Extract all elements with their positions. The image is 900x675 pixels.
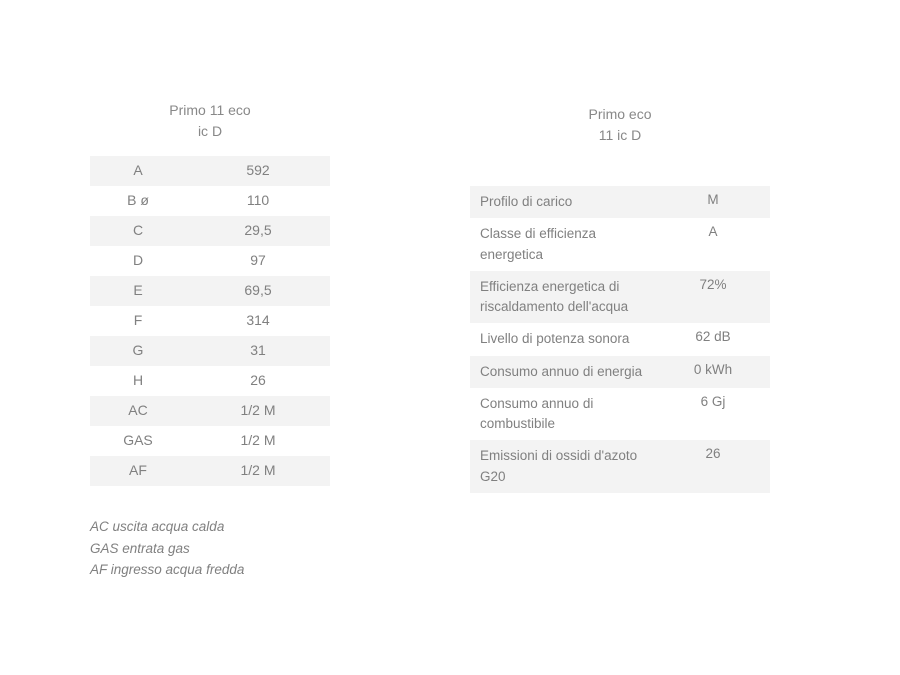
- row-value: M: [656, 186, 770, 218]
- table-row: A592: [90, 156, 330, 186]
- table-row: C29,5: [90, 216, 330, 246]
- table-row: F314: [90, 306, 330, 336]
- row-value: 0 kWh: [656, 356, 770, 388]
- row-value: 1/2 M: [186, 426, 330, 456]
- row-key: F: [90, 306, 186, 336]
- row-value: 110: [186, 186, 330, 216]
- table-row: Consumo annuo di energia0 kWh: [470, 356, 770, 388]
- footnote-line: GAS entrata gas: [90, 538, 330, 560]
- table-row: Consumo annuo di combustibile6 Gj: [470, 388, 770, 441]
- row-key: B ø: [90, 186, 186, 216]
- row-value: 314: [186, 306, 330, 336]
- table-row: AF1/2 M: [90, 456, 330, 486]
- row-value: 97: [186, 246, 330, 276]
- table-row: G31: [90, 336, 330, 366]
- specs-header: Primo eco 11 ic D: [470, 104, 770, 146]
- row-key: Consumo annuo di energia: [470, 356, 656, 388]
- specs-header-line1: Primo eco: [470, 104, 770, 125]
- row-key: H: [90, 366, 186, 396]
- specs-header-line2: 11 ic D: [470, 125, 770, 146]
- row-value: 69,5: [186, 276, 330, 306]
- specs-table: Profilo di caricoMClasse di efficienza e…: [470, 186, 770, 493]
- table-row: GAS1/2 M: [90, 426, 330, 456]
- footnote-line: AC uscita acqua calda: [90, 516, 330, 538]
- dimensions-header-line2: ic D: [90, 121, 330, 142]
- row-key: G: [90, 336, 186, 366]
- footnote-line: AF ingresso acqua fredda: [90, 559, 330, 581]
- table-row: D97: [90, 246, 330, 276]
- dimensions-table: A592B ø110C29,5D97E69,5F314G31H26AC1/2 M…: [90, 156, 330, 486]
- row-key: Consumo annuo di combustibile: [470, 388, 656, 441]
- row-key: Emissioni di ossidi d'azoto G20: [470, 440, 656, 493]
- row-key: GAS: [90, 426, 186, 456]
- table-row: Profilo di caricoM: [470, 186, 770, 218]
- row-key: C: [90, 216, 186, 246]
- dimensions-panel: Primo 11 eco ic D A592B ø110C29,5D97E69,…: [90, 100, 330, 675]
- row-key: A: [90, 156, 186, 186]
- table-row: AC1/2 M: [90, 396, 330, 426]
- row-value: 1/2 M: [186, 396, 330, 426]
- dimensions-header: Primo 11 eco ic D: [90, 100, 330, 142]
- row-key: AC: [90, 396, 186, 426]
- row-value: 29,5: [186, 216, 330, 246]
- row-value: 26: [656, 440, 770, 493]
- table-row: Classe di efficienza energeticaA: [470, 218, 770, 271]
- row-value: 31: [186, 336, 330, 366]
- table-row: Emissioni di ossidi d'azoto G2026: [470, 440, 770, 493]
- footnotes: AC uscita acqua calda GAS entrata gas AF…: [90, 516, 330, 581]
- row-value: 62 dB: [656, 323, 770, 355]
- row-value: A: [656, 218, 770, 271]
- specs-panel: Primo eco 11 ic D Profilo di caricoMClas…: [470, 100, 770, 675]
- row-key: Classe di efficienza energetica: [470, 218, 656, 271]
- table-row: Efficienza energetica di riscaldamento d…: [470, 271, 770, 324]
- table-row: H26: [90, 366, 330, 396]
- row-value: 1/2 M: [186, 456, 330, 486]
- table-row: Livello di potenza sonora62 dB: [470, 323, 770, 355]
- table-row: E69,5: [90, 276, 330, 306]
- row-key: Livello di potenza sonora: [470, 323, 656, 355]
- row-value: 26: [186, 366, 330, 396]
- dimensions-header-line1: Primo 11 eco: [90, 100, 330, 121]
- row-key: Profilo di carico: [470, 186, 656, 218]
- row-value: 6 Gj: [656, 388, 770, 441]
- row-key: D: [90, 246, 186, 276]
- row-value: 72%: [656, 271, 770, 324]
- row-key: E: [90, 276, 186, 306]
- table-row: B ø110: [90, 186, 330, 216]
- row-key: AF: [90, 456, 186, 486]
- row-value: 592: [186, 156, 330, 186]
- row-key: Efficienza energetica di riscaldamento d…: [470, 271, 656, 324]
